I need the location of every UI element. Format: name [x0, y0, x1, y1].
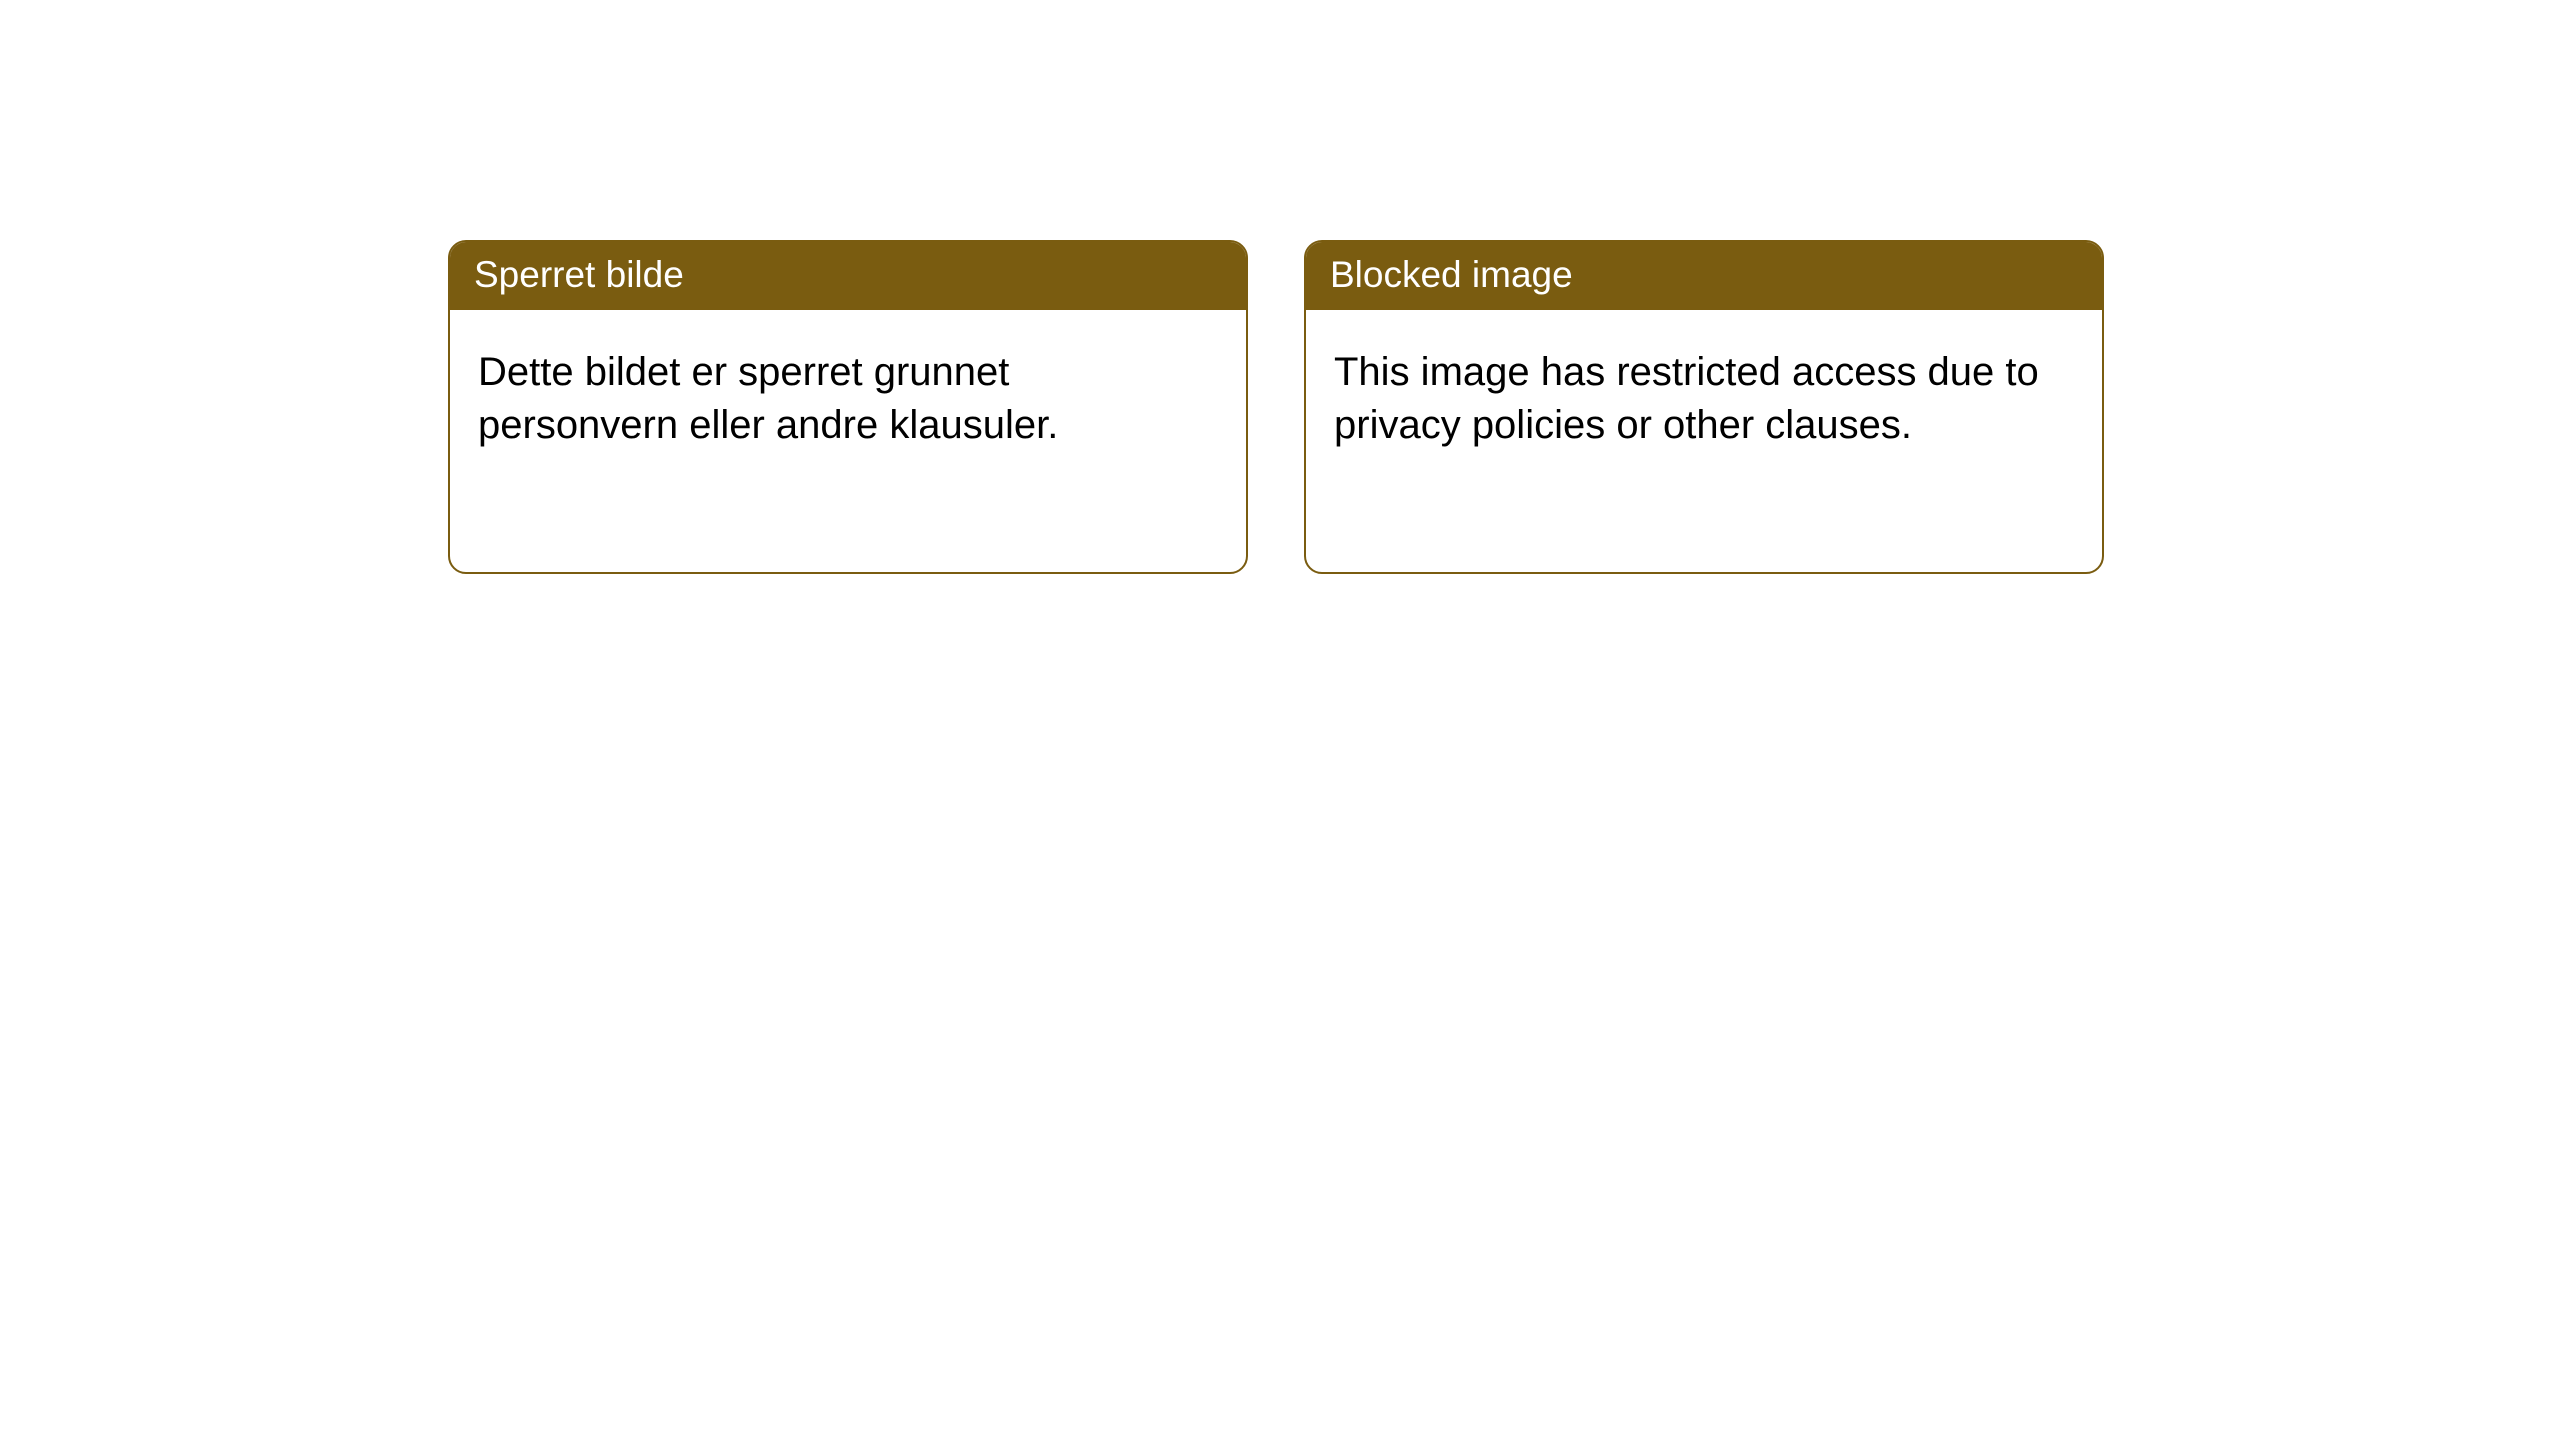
card-header-en: Blocked image	[1306, 242, 2102, 310]
blocked-image-card-no: Sperret bilde Dette bildet er sperret gr…	[448, 240, 1248, 574]
card-header-no: Sperret bilde	[450, 242, 1246, 310]
card-body-en: This image has restricted access due to …	[1306, 310, 2102, 480]
blocked-image-card-en: Blocked image This image has restricted …	[1304, 240, 2104, 574]
card-body-no: Dette bildet er sperret grunnet personve…	[450, 310, 1246, 480]
card-row: Sperret bilde Dette bildet er sperret gr…	[448, 240, 2560, 574]
